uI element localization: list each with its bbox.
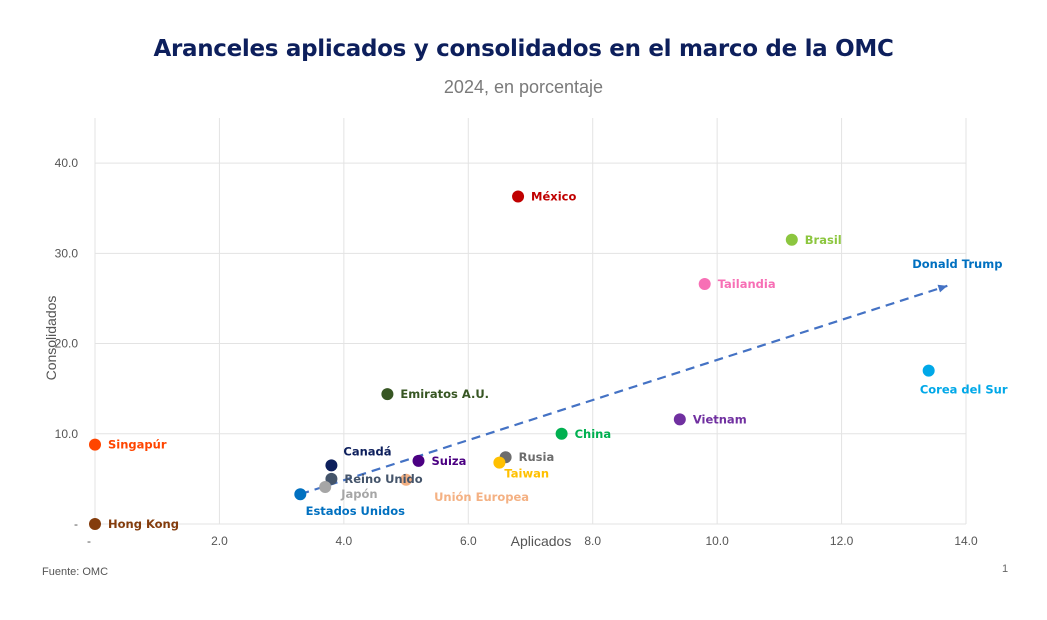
data-point: [381, 388, 394, 401]
data-point: [294, 488, 307, 501]
point-label: Rusia: [519, 450, 555, 464]
trend-line: [299, 284, 948, 496]
point-label: Taiwan: [504, 467, 549, 481]
y-tick-label: 30.0: [55, 246, 79, 260]
annotation-label: Donald Trump: [912, 257, 1002, 271]
x-tick-label: 4.0: [336, 534, 353, 548]
data-point: [555, 427, 568, 440]
x-axis-ticks: - 2.0 4.0 6.0 8.0 10.0 12.0 14.0: [87, 534, 978, 548]
data-point: [89, 518, 101, 530]
data-point: [319, 481, 332, 494]
x-tick-label: 12.0: [830, 534, 854, 548]
data-point: [922, 364, 935, 377]
chart-title: Aranceles aplicados y consolidados en el…: [153, 36, 894, 62]
point-label: Hong Kong: [108, 517, 179, 531]
y-tick-label: 40.0: [55, 156, 79, 170]
source-note: Fuente: OMC: [42, 566, 109, 578]
point-label: Canadá: [343, 444, 391, 458]
point-label: Tailandia: [718, 277, 776, 291]
x-tick-label: 10.0: [705, 534, 729, 548]
data-point: [400, 473, 413, 486]
y-tick-label: 20.0: [55, 337, 79, 351]
point-label: China: [575, 427, 612, 441]
x-tick-label: -: [87, 534, 91, 548]
y-axis-ticks: - 10.0 20.0 30.0 40.0: [55, 156, 79, 531]
arrow-head-icon: [937, 284, 948, 293]
data-point: [325, 472, 338, 485]
x-tick-label: 6.0: [460, 534, 477, 548]
point-label: Suiza: [432, 454, 467, 468]
y-tick-label: -: [74, 517, 78, 531]
page-number: 1: [1002, 563, 1009, 575]
data-point: [493, 456, 506, 469]
data-point: [89, 438, 101, 451]
data-point: [325, 459, 338, 472]
data-points: [89, 190, 935, 530]
x-tick-label: 2.0: [211, 534, 228, 548]
point-label: Estados Unidos: [306, 504, 406, 518]
point-label: Vietnam: [693, 412, 747, 426]
data-point: [673, 413, 686, 426]
x-axis-label: Aplicados: [511, 533, 572, 549]
point-label: Reino Unido: [344, 472, 422, 486]
point-label: Emiratos A.U.: [400, 387, 489, 401]
data-point: [512, 190, 525, 203]
point-label: México: [531, 189, 576, 203]
point-label: Brasil: [805, 233, 842, 247]
point-label: Japón: [340, 487, 377, 501]
chart-subtitle: 2024, en porcentaje: [443, 77, 604, 97]
point-label: Corea del Sur: [920, 383, 1008, 397]
data-point: [785, 233, 798, 246]
grid: [94, 118, 967, 525]
data-point: [698, 278, 711, 291]
x-tick-label: 8.0: [584, 534, 601, 548]
trend-arrow: Donald Trump: [299, 257, 1002, 496]
point-label: Singapúr: [108, 438, 167, 452]
point-label: Unión Europea: [434, 490, 529, 504]
y-tick-label: 10.0: [55, 427, 79, 441]
data-point: [412, 454, 425, 467]
y-axis-label: Consolidados: [43, 296, 59, 381]
point-labels: México Brasil Tailandia Corea del Sur Emirat…: [108, 189, 1008, 531]
x-tick-label: 14.0: [954, 534, 978, 548]
